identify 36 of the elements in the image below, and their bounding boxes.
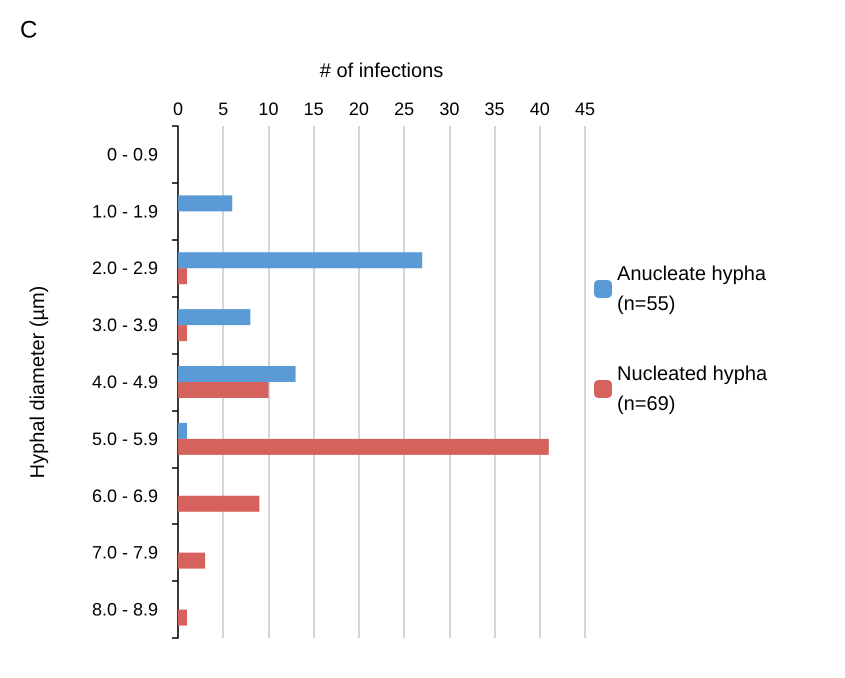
y-tick-label: 6.0 - 6.9 [92, 486, 158, 506]
y-tick-label: 0 - 0.9 [106, 144, 158, 164]
x-tick-label: 35 [484, 99, 505, 119]
bar [178, 325, 188, 342]
bar [178, 552, 206, 569]
y-tick-label: 7.0 - 7.9 [92, 542, 158, 563]
bar [178, 382, 268, 398]
x-tick-label: 25 [394, 99, 414, 119]
x-tick-label: 10 [258, 99, 278, 119]
bar [178, 268, 188, 284]
bar [178, 366, 296, 382]
y-axis-title: Hyphal diameter (µm) [27, 286, 49, 478]
bar [178, 309, 250, 326]
legend-label: Anucleate hypha (n=55) [617, 263, 772, 315]
x-tick-label: 5 [218, 99, 228, 119]
x-tick-label: 0 [172, 99, 184, 119]
y-tick-label: 3.0 - 3.9 [92, 315, 158, 336]
bar [178, 422, 188, 439]
bar [178, 252, 422, 268]
bar [178, 496, 260, 512]
bar [178, 438, 549, 455]
bar [178, 610, 188, 626]
bar [178, 195, 232, 212]
text: C [20, 16, 38, 44]
x-tick-label: 20 [348, 99, 369, 119]
y-tick-label: 8.0 - 8.9 [92, 600, 158, 620]
y-tick-label: 1.0 - 1.9 [92, 201, 158, 222]
y-tick-label: 4.0 - 4.9 [92, 372, 158, 392]
x-tick-label: 30 [439, 99, 460, 119]
x-axis-title: # of infections [320, 60, 444, 82]
x-tick-label: 15 [304, 99, 324, 119]
y-tick-label: 2.0 - 2.9 [92, 258, 158, 278]
x-tick-label: 45 [574, 99, 596, 119]
legend-label: Nucleated hypha (n=69) [617, 363, 773, 415]
x-tick-label: 40 [530, 99, 550, 119]
y-tick-label: 5.0 - 5.9 [92, 428, 158, 449]
